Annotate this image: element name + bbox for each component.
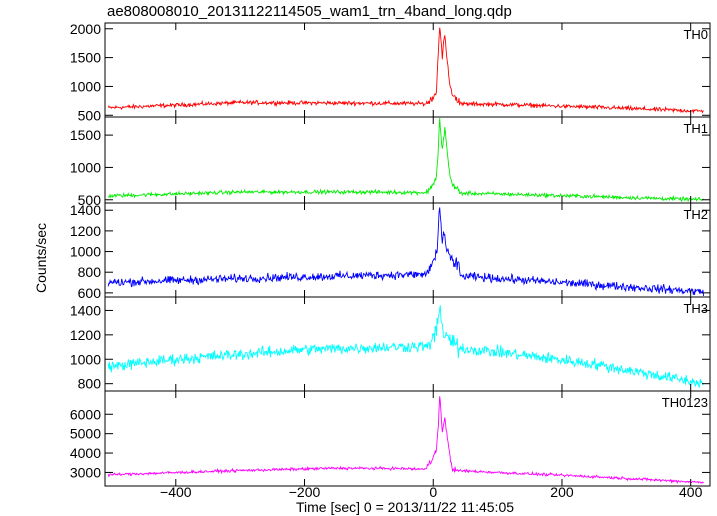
panel-frame	[104, 116, 711, 204]
x-tick-label: 200	[550, 484, 574, 500]
panel-frame	[104, 202, 711, 298]
y-tick-label: 1000	[70, 244, 101, 260]
y-tick-label: 1400	[70, 302, 101, 318]
band-label: TH0	[683, 27, 708, 42]
band-label: TH0123	[662, 395, 708, 410]
series-line-th3	[107, 305, 704, 388]
series-line-th0	[107, 27, 704, 115]
y-tick-label: 3000	[70, 464, 101, 480]
y-tick-label: 800	[78, 264, 102, 280]
panel-th3: 800 1000 1200 1400 TH3	[70, 296, 711, 392]
panel-frame	[104, 296, 711, 392]
x-tick-label: 0	[429, 484, 437, 500]
chart-title: ae808008010_20131122114505_wam1_trn_4ban…	[107, 3, 512, 20]
y-axis-label: Counts/sec	[33, 223, 49, 293]
y-tick-label: 1000	[70, 351, 101, 367]
y-tick-label: 5000	[70, 426, 101, 442]
y-tick-label: 6000	[70, 406, 101, 422]
y-tick-label: 1000	[70, 159, 101, 175]
y-tick-label: 2000	[70, 21, 101, 37]
series-line-th2	[107, 207, 705, 297]
panel-frame	[104, 390, 711, 487]
x-tick-label: 400	[679, 484, 703, 500]
x-tick-label: −400	[160, 484, 192, 500]
y-tick-label: 1500	[70, 127, 101, 143]
y-tick-label: 1400	[70, 202, 101, 218]
y-tick-label: 1000	[70, 78, 101, 94]
y-tick-label: 4000	[70, 445, 101, 461]
y-tick-label: 500	[78, 192, 102, 208]
panels: 500 1000 1500 2000 TH0 500 1000 1500 TH1 600 800 10…	[70, 21, 711, 487]
y-tick-label: 1500	[70, 50, 101, 66]
panel-th2: 600 800 1000 1200 1400 TH2	[70, 202, 711, 301]
y-tick-label: 600	[78, 285, 102, 301]
x-axis-label: Time [sec] 0 = 2013/11/22 11:45:05	[296, 499, 514, 515]
band-label: TH2	[683, 207, 708, 222]
x-tick-label: −200	[289, 484, 321, 500]
panel-th1: 500 1000 1500 TH1	[70, 116, 711, 208]
band-label: TH1	[683, 121, 708, 136]
panel-th0123: 3000 4000 5000 6000 TH0123	[70, 390, 711, 487]
series-line-th0123	[107, 396, 704, 485]
y-tick-label: 1200	[70, 223, 101, 239]
panel-th0: 500 1000 1500 2000 TH0	[70, 21, 711, 123]
y-tick-label: 800	[78, 376, 102, 392]
series-line-th1	[107, 117, 704, 203]
band-label: TH3	[683, 301, 708, 316]
y-tick-label: 500	[78, 107, 102, 123]
x-axis: −400 −200 0 200 400	[160, 484, 703, 500]
y-tick-label: 1200	[70, 327, 101, 343]
